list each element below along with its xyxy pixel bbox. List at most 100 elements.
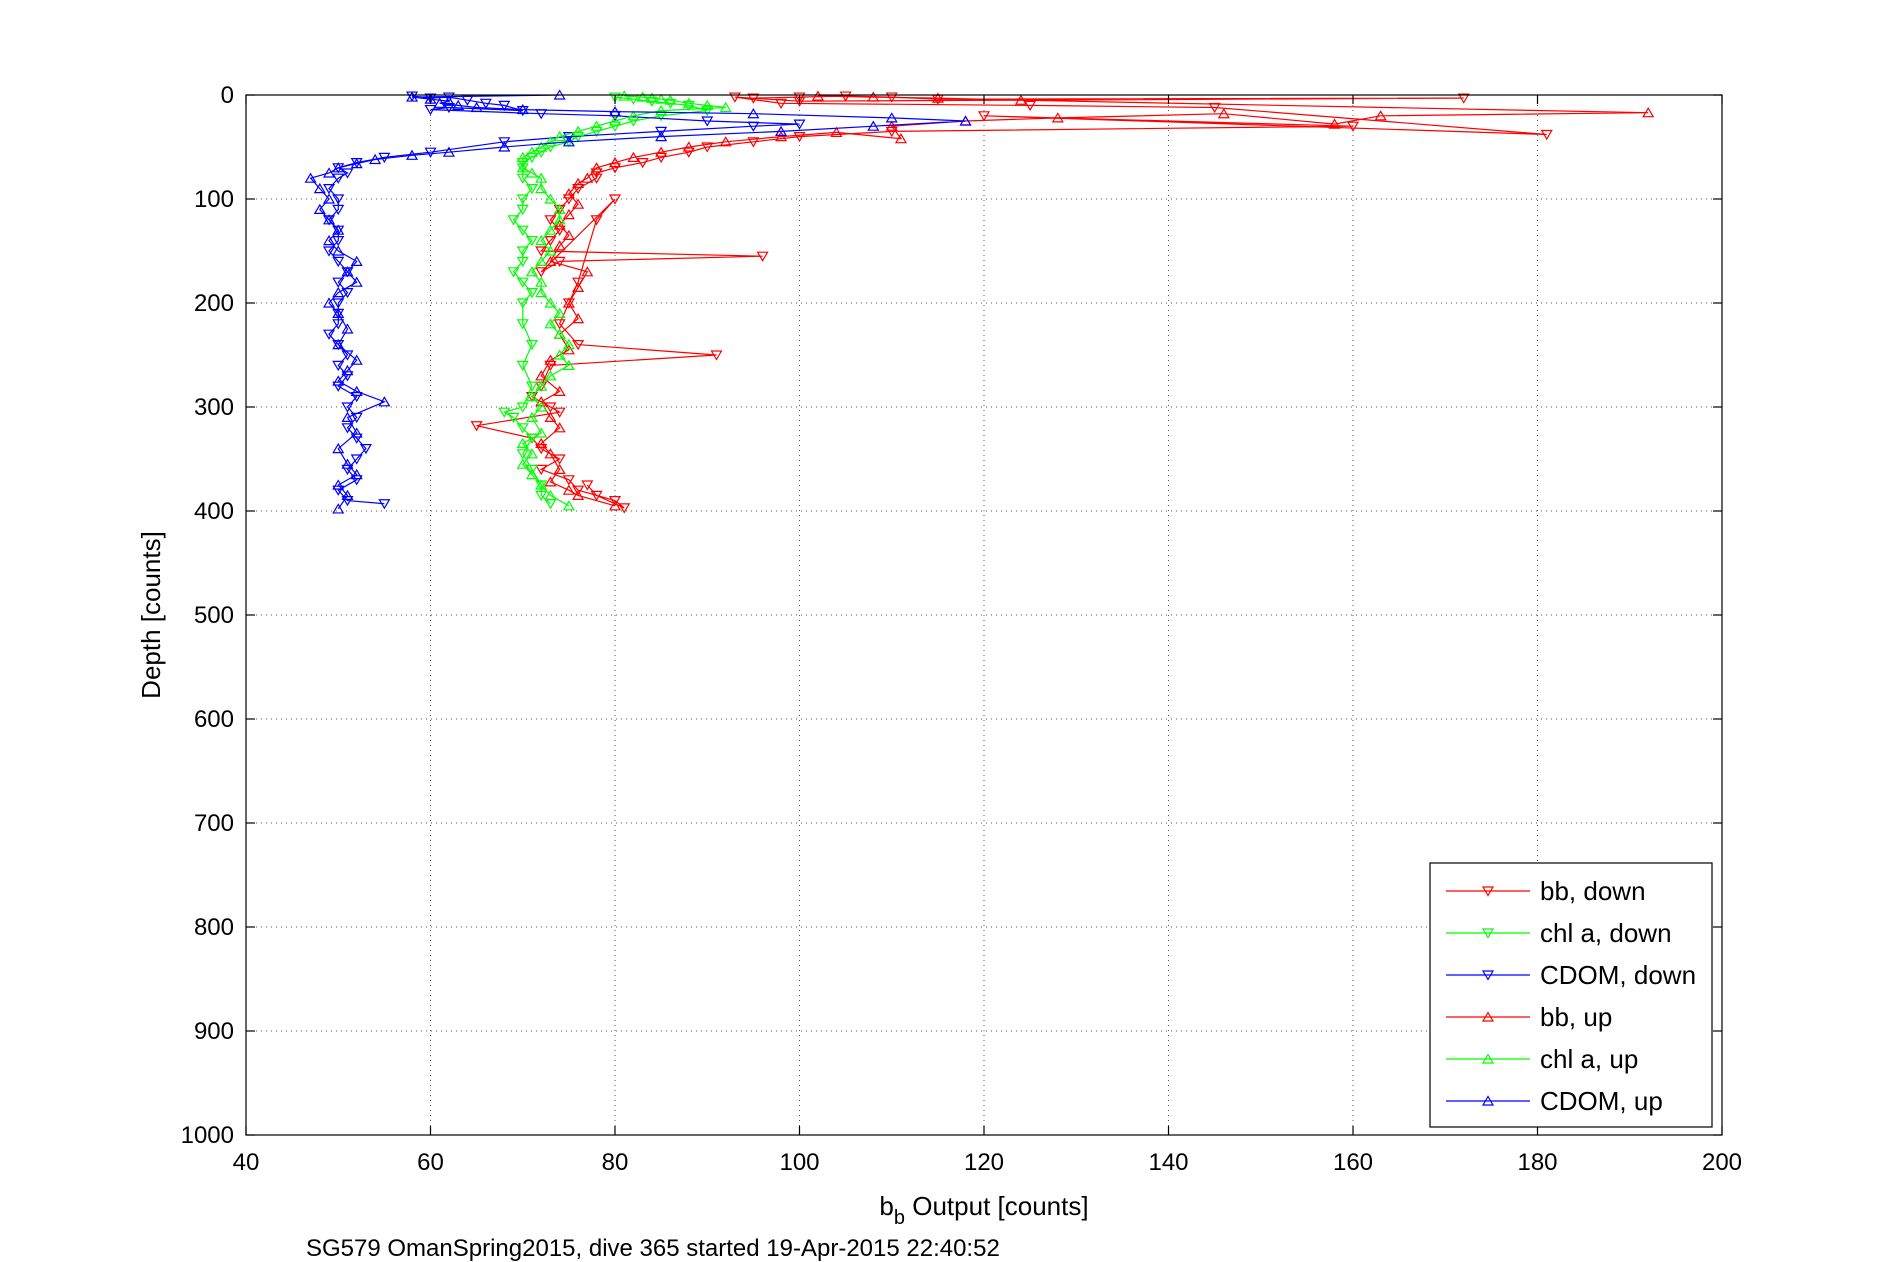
data-point-chl-a-up	[525, 411, 539, 422]
data-point-bb-up	[562, 484, 575, 495]
data-point-bb-down	[553, 319, 566, 330]
data-point-chl-a-up	[590, 120, 603, 131]
data-point-cdom-down	[701, 116, 714, 127]
y-tick-label: 300	[194, 394, 234, 421]
data-point-chl-a-up	[535, 286, 548, 298]
data-point-cdom-up	[406, 149, 419, 160]
data-point-bb-up	[572, 198, 585, 209]
series-cdom-up	[304, 89, 972, 514]
data-point-cdom-down	[332, 298, 345, 309]
x-tick-label: 60	[417, 1149, 444, 1176]
data-point-bb-down	[572, 340, 585, 351]
data-point-bb-up	[544, 255, 557, 266]
data-point-chl-a-down	[507, 267, 520, 278]
data-point-cdom-up	[304, 172, 317, 183]
data-point-chl-a-up	[535, 401, 548, 412]
legend-marker-bb-down	[1481, 886, 1495, 897]
data-point-chl-a-down	[590, 126, 603, 138]
data-point-chl-a-up	[655, 93, 668, 104]
data-point-bb-up	[931, 92, 944, 103]
series-line-bb-down	[476, 95, 1547, 509]
data-point-bb-down	[544, 360, 557, 372]
x-tick-label: 160	[1333, 1149, 1373, 1176]
data-point-cdom-down	[479, 98, 492, 110]
data-point-cdom-up	[442, 95, 455, 106]
data-point-chl-a-down	[525, 464, 539, 476]
data-point-bb-down	[977, 111, 991, 122]
data-point-cdom-up	[350, 427, 363, 438]
data-point-chl-a-up	[535, 380, 548, 391]
data-point-bb-down	[590, 168, 603, 179]
data-point-bb-down	[756, 251, 769, 262]
legend-label-cdom-up: CDOM, up	[1540, 1086, 1663, 1116]
data-point-cdom-up	[322, 167, 336, 178]
data-point-chl-a-up	[516, 162, 529, 173]
data-point-cdom-up	[332, 224, 345, 235]
data-point-chl-a-up	[535, 427, 548, 438]
data-point-bb-down	[608, 163, 622, 174]
data-point-chl-a-up	[682, 97, 695, 108]
data-point-bb-down	[682, 147, 695, 158]
data-point-chl-a-down	[516, 225, 529, 236]
data-point-cdom-up	[341, 489, 354, 500]
data-point-chl-a-down	[516, 256, 529, 268]
data-point-bb-up	[553, 463, 566, 474]
data-point-bb-up	[719, 136, 732, 147]
series-cdom-down	[322, 91, 806, 510]
data-point-bb-down	[885, 126, 898, 138]
data-point-chl-a-down	[516, 204, 529, 216]
data-point-cdom-up	[350, 468, 363, 480]
data-point-chl-a-up	[544, 297, 557, 308]
data-point-chl-a-up	[618, 90, 631, 101]
x-axis-label-subscript: b	[894, 1207, 905, 1229]
data-point-chl-a-up	[719, 101, 732, 113]
data-point-bb-down	[590, 490, 603, 502]
data-point-bb-up	[535, 437, 548, 448]
legend-marker-cdom-up	[1481, 1095, 1495, 1106]
data-point-chl-a-up	[572, 125, 585, 136]
data-point-chl-a-up	[544, 370, 557, 381]
data-point-cdom-up	[350, 354, 363, 365]
data-point-chl-a-down	[516, 402, 529, 413]
series-line-chl-a-down	[502, 96, 708, 505]
data-point-chl-a-up	[636, 91, 649, 102]
data-point-chl-a-down	[525, 433, 539, 444]
data-point-bb-down	[535, 444, 548, 455]
data-point-bb-down	[544, 236, 557, 247]
data-point-cdom-up	[322, 214, 336, 225]
data-point-chl-a-up	[535, 276, 548, 287]
y-tick-label: 0	[221, 82, 234, 109]
data-point-bb-up	[627, 151, 640, 162]
x-tick-label: 200	[1702, 1149, 1742, 1176]
data-point-cdom-down	[498, 137, 511, 148]
legend-label-chl-a-down: chl a, down	[1540, 918, 1672, 948]
data-point-cdom-down	[341, 288, 354, 299]
data-point-cdom-up	[406, 91, 419, 102]
data-point-cdom-down	[655, 126, 668, 138]
y-tick-label: 600	[194, 706, 234, 733]
data-point-cdom-up	[452, 99, 465, 110]
data-point-chl-a-up	[544, 136, 557, 147]
data-point-bb-up	[1014, 94, 1027, 105]
data-point-cdom-up	[332, 442, 345, 454]
data-point-cdom-down	[516, 106, 529, 117]
data-point-cdom-down	[341, 423, 354, 434]
data-point-chl-a-down	[507, 412, 520, 424]
data-point-bb-down	[793, 132, 806, 143]
y-tick-label: 700	[194, 810, 234, 837]
x-tick-label: 40	[233, 1149, 260, 1176]
data-point-cdom-up	[332, 375, 345, 386]
data-point-cdom-down	[332, 360, 345, 372]
data-point-cdom-up	[442, 146, 455, 157]
data-point-bb-up	[562, 297, 575, 308]
data-point-bb-up	[581, 172, 594, 183]
data-point-chl-a-up	[655, 104, 668, 116]
data-point-bb-up	[572, 312, 585, 324]
data-point-chl-a-up	[535, 255, 548, 266]
data-point-cdom-down	[322, 184, 336, 195]
data-point-cdom-up	[350, 276, 363, 287]
data-point-cdom-up	[959, 115, 972, 126]
data-point-cdom-down	[793, 119, 806, 130]
legend-marker-chl-a-up	[1481, 1053, 1495, 1064]
data-point-bb-up	[562, 229, 575, 240]
